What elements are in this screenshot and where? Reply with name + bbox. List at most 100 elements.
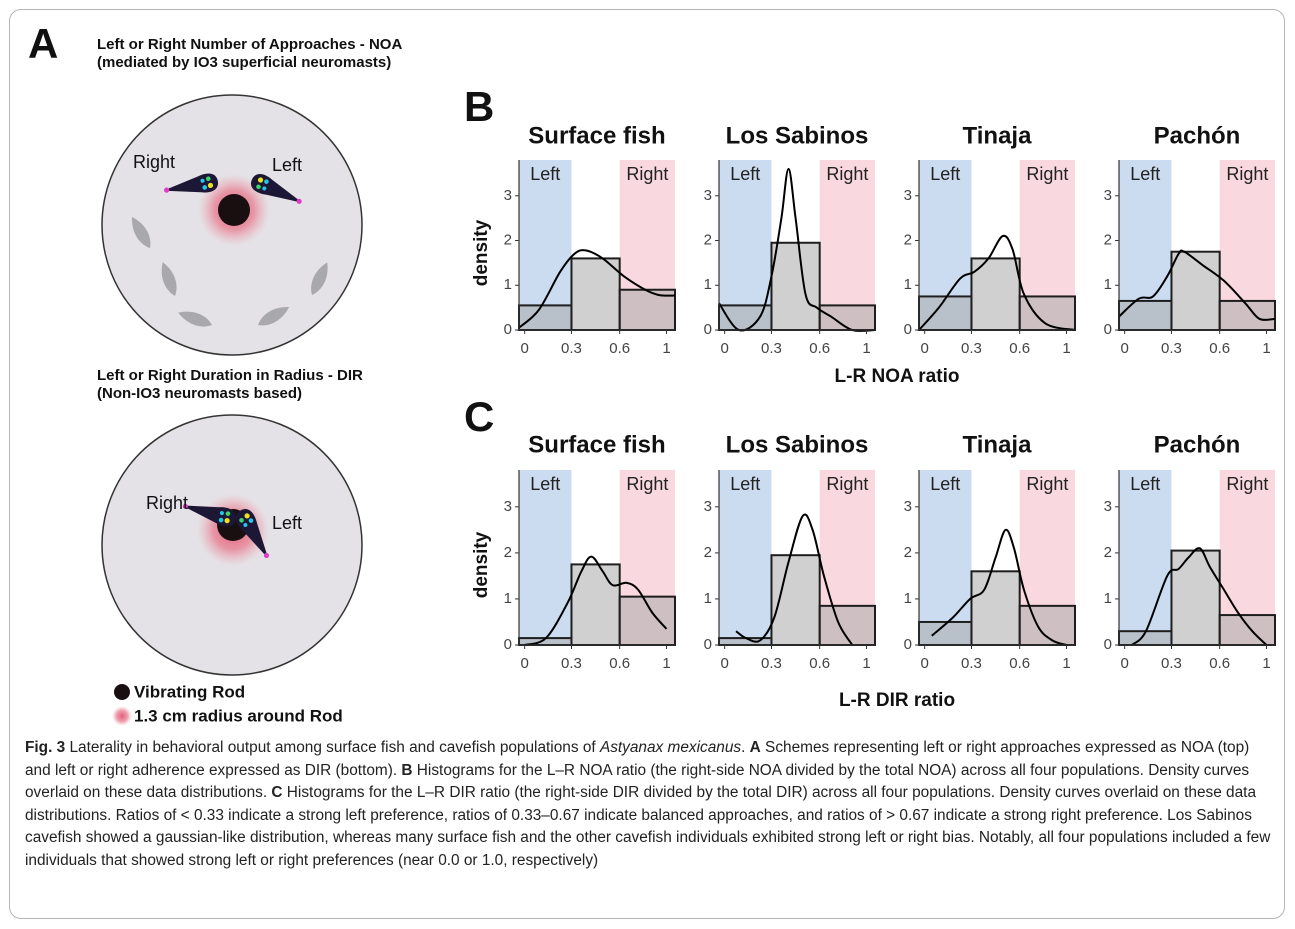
y-tick-label: 1 — [704, 590, 712, 607]
figure: A Left or Right Number of Approaches - N… — [28, 20, 1277, 726]
y-tick-label: 1 — [504, 276, 512, 293]
x-tick-label: 0 — [921, 655, 929, 672]
y-tick-label: 0 — [704, 321, 712, 338]
panel-label: A — [28, 20, 58, 67]
region-label: Left — [930, 474, 960, 494]
bar — [1218, 614, 1277, 647]
x-tick-label: 0.3 — [561, 340, 582, 357]
bar — [1170, 250, 1221, 331]
caption-run: Astyanax mexicanus — [599, 739, 742, 756]
preference-region — [1119, 470, 1172, 645]
fish-label: Left — [272, 513, 302, 533]
bar — [570, 257, 621, 331]
histogram-chart: Surface fish Left Right 0 1 2 3 0 0.3 0.6 1 — [504, 122, 677, 357]
x-tick-label: 1 — [862, 655, 870, 672]
y-tick-label: 3 — [704, 187, 712, 204]
x-tick-label: 1 — [1062, 340, 1070, 357]
caption-run: Fig. 3 — [25, 739, 66, 756]
x-tick-label: 0.3 — [761, 340, 782, 357]
caption-run: Laterality in behavioral output among su… — [65, 739, 600, 756]
y-tick-label: 0 — [504, 321, 512, 338]
y-tick-label: 3 — [504, 498, 512, 515]
x-tick-label: 1 — [1062, 655, 1070, 672]
region-label: Right — [1026, 474, 1068, 494]
x-tick-label: 0 — [921, 340, 929, 357]
region-label: Right — [826, 164, 868, 184]
bar — [770, 241, 821, 331]
y-tick-label: 3 — [704, 498, 712, 515]
x-tick-label: 0.6 — [609, 340, 630, 357]
x-tick-label: 1 — [662, 655, 670, 672]
scheme-subtitle: (mediated by IO3 superficial neuromasts) — [97, 54, 391, 71]
x-tick-label: 0.3 — [961, 655, 982, 672]
noa-scheme — [101, 94, 363, 356]
region-label: Right — [826, 474, 868, 494]
caption: Fig. 3 Laterality in behavioral output a… — [25, 737, 1277, 873]
caption-run: B — [401, 761, 413, 779]
region-label: Left — [530, 164, 560, 184]
panel-label: B — [464, 83, 494, 130]
x-axis-label: L-R NOA ratio — [835, 366, 960, 387]
y-tick-label: 2 — [904, 231, 912, 248]
fish-label: Left — [272, 155, 302, 175]
bar — [1118, 299, 1173, 331]
chart-title: Los Sabinos — [726, 431, 869, 458]
scheme-subtitle: (Non-IO3 neuromasts based) — [97, 385, 302, 402]
x-tick-label: 0.6 — [1009, 655, 1030, 672]
region-label: Right — [1026, 164, 1068, 184]
region-label: Right — [1226, 164, 1268, 184]
chart-title: Tinaja — [963, 431, 1033, 458]
density-curve — [735, 513, 854, 646]
histogram-chart: Los Sabinos Left Right 0 1 2 3 0 0.3 0.6 1 — [704, 122, 877, 357]
chart-title: Pachón — [1154, 122, 1241, 149]
y-tick-label: 1 — [504, 590, 512, 607]
region-label: Left — [730, 474, 760, 494]
preference-region — [719, 160, 772, 330]
chart-title: Pachón — [1154, 431, 1241, 458]
y-tick-label: 2 — [704, 231, 712, 248]
y-tick-label: 2 — [504, 544, 512, 561]
y-tick-label: 1 — [904, 590, 912, 607]
preference-region — [519, 160, 572, 330]
x-tick-label: 0.3 — [761, 655, 782, 672]
region-label: Left — [1130, 164, 1160, 184]
y-tick-label: 2 — [504, 231, 512, 248]
x-tick-label: 0 — [521, 655, 529, 672]
density-curve — [1118, 249, 1276, 321]
x-tick-label: 0.3 — [1161, 340, 1182, 357]
scheme-title: Left or Right Number of Approaches - NOA — [97, 36, 402, 53]
x-tick-label: 0.6 — [1209, 655, 1230, 672]
panel-label: C — [464, 393, 494, 440]
density-curve — [1131, 547, 1268, 646]
chart-title: Los Sabinos — [726, 122, 869, 149]
y-tick-label: 0 — [904, 321, 912, 338]
bar — [1018, 604, 1077, 647]
x-tick-label: 1 — [862, 340, 870, 357]
y-tick-label: 2 — [704, 544, 712, 561]
density-curve — [524, 555, 668, 646]
x-tick-label: 1 — [1262, 340, 1270, 357]
preference-region — [919, 470, 972, 645]
density-curve — [918, 234, 1076, 331]
y-tick-label: 3 — [904, 187, 912, 204]
legend-label: 1.3 cm radius around Rod — [134, 706, 343, 725]
density-curve — [718, 167, 876, 332]
y-axis-label: density — [471, 531, 492, 598]
y-tick-label: 1 — [1104, 276, 1112, 293]
histogram-chart: Los Sabinos Left Right 0 1 2 3 0 0.3 0.6 1 — [704, 431, 877, 672]
x-tick-label: 0 — [1121, 340, 1129, 357]
bar — [518, 304, 573, 332]
region-label: Left — [530, 474, 560, 494]
y-tick-label: 0 — [904, 636, 912, 653]
caption-run: A — [749, 739, 761, 756]
y-tick-label: 3 — [1104, 498, 1112, 515]
region-label: Right — [626, 474, 668, 494]
legend-label: Vibrating Rod — [134, 682, 245, 701]
caption-run: . — [741, 739, 750, 756]
bar — [970, 570, 1021, 647]
region-label: Right — [1226, 474, 1268, 494]
density-curve — [931, 528, 1067, 646]
y-tick-label: 1 — [704, 276, 712, 293]
